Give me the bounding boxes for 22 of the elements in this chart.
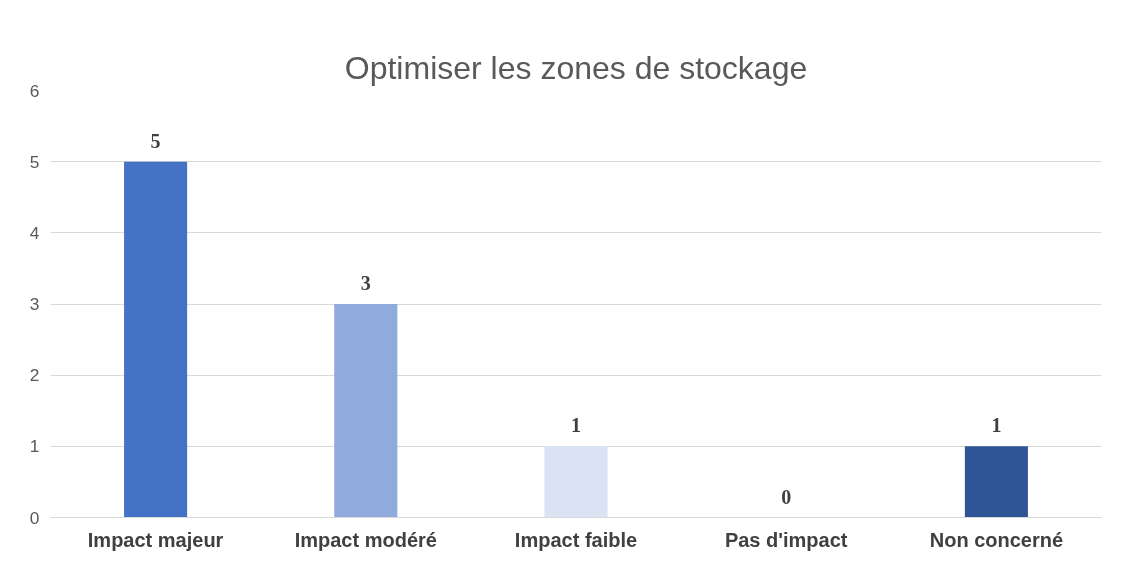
bar [544, 446, 608, 518]
x-tick-label: Non concerné [929, 528, 1064, 551]
x-tick-label: Impact majeur [87, 528, 224, 551]
data-label: 1 [991, 414, 1002, 437]
bar [334, 304, 398, 518]
y-tick-label: 1 [29, 436, 40, 457]
chart-title: Optimiser les zones de stockage [344, 49, 808, 86]
y-tick-label: 4 [29, 222, 40, 243]
y-tick-label: 2 [29, 365, 40, 386]
data-label: 5 [150, 129, 161, 152]
y-tick-label: 6 [29, 80, 40, 101]
data-label: 0 [781, 485, 792, 508]
y-tick-label: 0 [29, 507, 40, 528]
data-label: 1 [571, 414, 581, 437]
data-label: 3 [360, 272, 371, 294]
x-tick-label: Pas d'impact [724, 528, 848, 551]
x-tick-label: Impact modéré [294, 528, 437, 551]
y-tick-label: 3 [29, 294, 40, 314]
x-tick-label: Impact faible [514, 528, 638, 551]
bar [124, 161, 188, 518]
bar [964, 446, 1028, 518]
y-tick-label: 5 [29, 151, 40, 172]
